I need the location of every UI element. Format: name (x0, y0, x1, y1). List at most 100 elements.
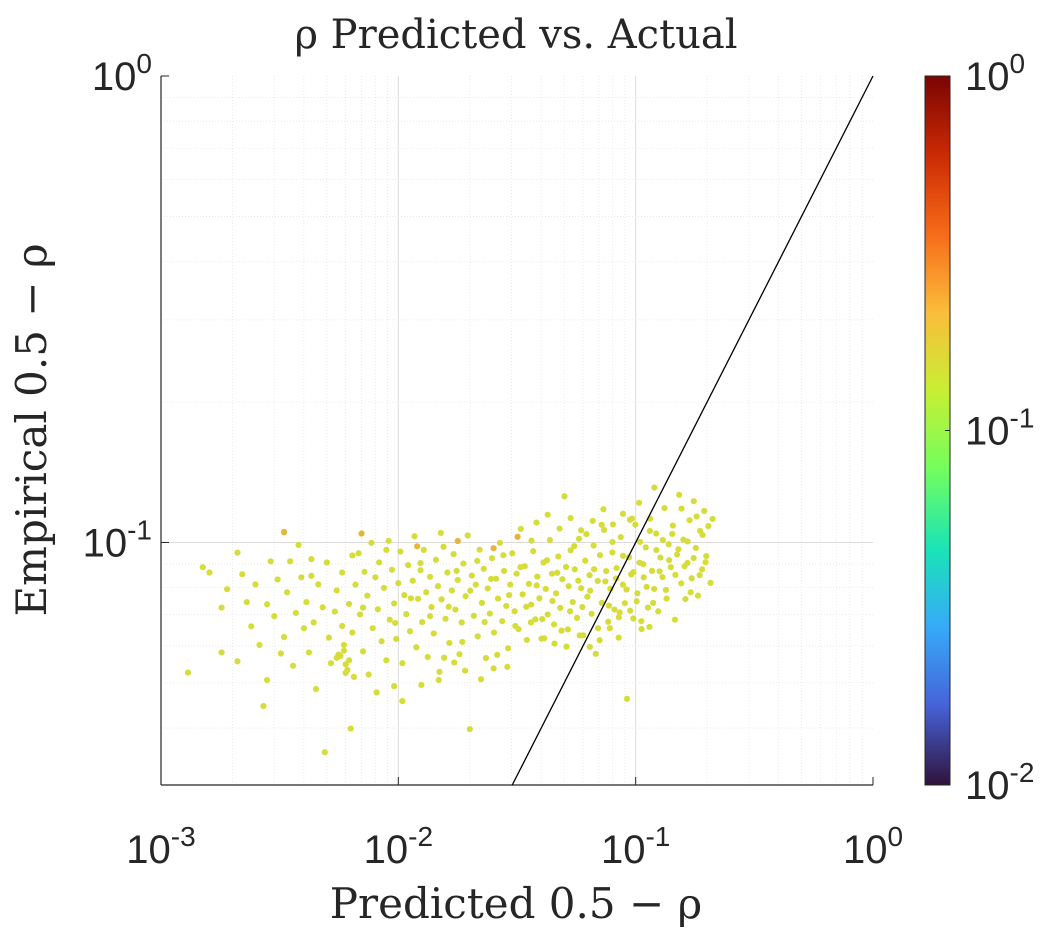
data-point (206, 569, 213, 576)
data-point (544, 511, 551, 518)
data-point (561, 493, 568, 500)
data-point (698, 566, 706, 573)
data-point (472, 581, 479, 588)
data-point (507, 581, 514, 588)
data-point (609, 538, 616, 546)
data-point (669, 522, 676, 529)
data-point (678, 505, 685, 512)
data-point (578, 585, 585, 592)
data-point (411, 533, 418, 540)
data-point (264, 601, 271, 608)
data-point (509, 550, 516, 557)
reference-line (511, 75, 874, 786)
data-point (662, 586, 670, 594)
data-point (426, 573, 434, 580)
data-point (530, 548, 537, 555)
data-point (406, 628, 414, 635)
data-point (590, 566, 598, 573)
data-point (499, 618, 506, 625)
data-point (605, 618, 612, 625)
data-point (426, 613, 434, 620)
data-point (436, 668, 443, 675)
data-point (333, 654, 340, 661)
data-point (533, 519, 540, 526)
data-point (492, 575, 500, 582)
data-point (603, 568, 610, 575)
data-point (321, 749, 328, 756)
data-point (619, 581, 626, 588)
data-point (401, 592, 408, 599)
data-point (234, 549, 241, 556)
data-point (549, 597, 556, 605)
data-point (539, 615, 546, 623)
data-point (359, 604, 367, 611)
data-point (252, 581, 259, 588)
data-point (350, 673, 358, 680)
data-point (632, 521, 639, 528)
data-point (418, 681, 425, 689)
data-point (699, 531, 706, 538)
data-point (596, 637, 603, 644)
data-point (527, 619, 535, 626)
data-point (218, 649, 225, 656)
data-point (657, 554, 664, 561)
data-point (586, 572, 593, 579)
data-point (224, 586, 231, 593)
data-point (542, 585, 549, 593)
data-point (243, 598, 250, 606)
data-point (344, 666, 351, 674)
data-point (494, 651, 501, 659)
data-point (218, 604, 225, 611)
data-point (488, 555, 496, 562)
data-point (474, 557, 481, 564)
data-point (448, 587, 455, 594)
data-point (298, 574, 305, 581)
data-point (391, 600, 398, 607)
data-point (619, 510, 627, 517)
data-point (548, 570, 556, 577)
data-point (380, 584, 388, 592)
data-point (461, 667, 469, 674)
data-point (369, 625, 376, 632)
data-point (383, 657, 390, 664)
data-point (260, 702, 267, 710)
data-point (703, 552, 710, 560)
data-point (621, 600, 629, 607)
data-point (653, 546, 660, 554)
data-point (696, 572, 703, 579)
data-point (613, 565, 620, 572)
data-point (484, 585, 491, 592)
data-point (308, 572, 315, 579)
data-point (248, 623, 255, 630)
data-point (292, 609, 299, 617)
data-point (466, 725, 473, 733)
data-point (567, 547, 574, 554)
data-point (468, 572, 475, 579)
data-point (623, 586, 630, 593)
x-tick-label: 10-1 (601, 821, 670, 872)
data-point (437, 529, 444, 537)
data-point (551, 640, 558, 647)
data-point (374, 606, 381, 613)
data-point (701, 507, 708, 515)
data-point (638, 625, 645, 633)
data-point (628, 515, 636, 522)
data-point (661, 504, 668, 512)
reference-line-layer (511, 75, 874, 786)
data-point (372, 574, 379, 581)
data-point (665, 557, 673, 564)
data-point (550, 621, 558, 628)
data-point (512, 622, 519, 630)
data-point (611, 606, 618, 613)
data-point (642, 544, 649, 551)
colorbar: 100 10-1 10-2 (924, 48, 1034, 808)
data-point (596, 552, 604, 559)
data-point (578, 527, 585, 534)
data-point (609, 521, 617, 528)
data-point (623, 695, 631, 702)
data-point (504, 663, 511, 670)
data-point (280, 633, 288, 641)
data-point (676, 491, 683, 498)
data-point (500, 567, 508, 574)
